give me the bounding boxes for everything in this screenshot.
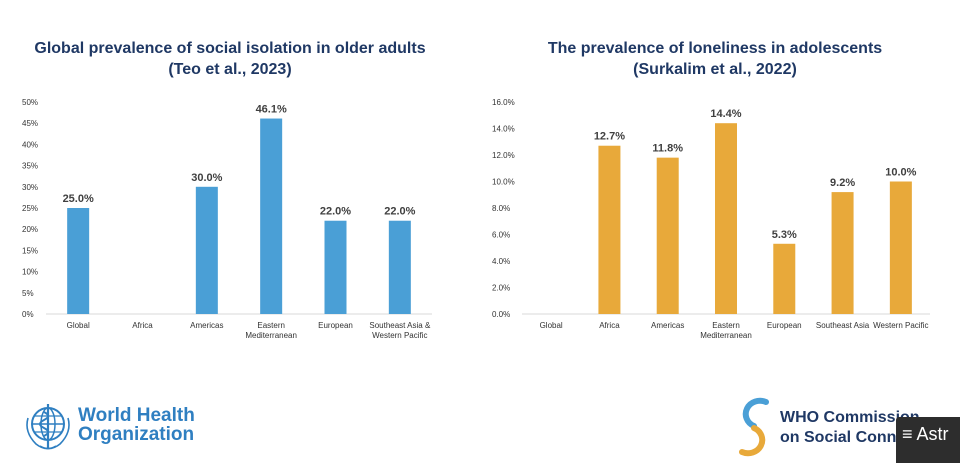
bar xyxy=(715,123,737,314)
y-tick-label: 30% xyxy=(22,183,38,192)
y-tick-label: 0% xyxy=(22,310,34,319)
left-chart-title-main: Global prevalence of social isolation in… xyxy=(34,40,426,57)
overlay-menu-label: ≡ Astr xyxy=(902,424,949,444)
y-tick-label: 5% xyxy=(22,289,34,298)
y-tick-label: 12.0% xyxy=(492,151,515,160)
y-tick-label: 0.0% xyxy=(492,310,510,319)
data-label: 25.0% xyxy=(63,193,94,205)
left-bar-chart: 0% 5% 10% 15% 20% 25% 30% 35% 40% 45% 50% 25.0% Glob… xyxy=(22,98,432,340)
y-tick-label: 4.0% xyxy=(492,257,510,266)
x-tick-label: Mediterranean xyxy=(245,331,297,340)
x-tick-label: Eastern xyxy=(712,321,740,330)
bar xyxy=(67,208,90,314)
y-tick-label: 16.0% xyxy=(492,98,515,107)
who-logo-line2: Organization xyxy=(78,424,195,445)
data-label: 46.1% xyxy=(256,104,287,116)
x-tick-label: Africa xyxy=(599,321,620,330)
y-tick-label: 6.0% xyxy=(492,231,510,240)
who-logo-line1: World Health xyxy=(78,405,195,426)
who-logo-text: World Health Organization xyxy=(78,406,195,444)
x-tick-label: European xyxy=(767,321,802,330)
commission-logo: WHO Commission on Social Conne xyxy=(732,392,960,463)
commission-emblem-icon xyxy=(739,397,769,457)
left-chart-subtitle: (Teo et al., 2023) xyxy=(168,61,292,78)
data-label: 11.8% xyxy=(652,143,683,155)
y-tick-label: 15% xyxy=(22,246,38,255)
y-tick-label: 40% xyxy=(22,140,38,149)
x-tick-label: Eastern xyxy=(257,321,285,330)
y-tick-label: 35% xyxy=(22,162,38,171)
bar xyxy=(195,186,218,314)
data-label: 5.3% xyxy=(772,229,797,241)
bar xyxy=(324,220,347,314)
data-label: 10.0% xyxy=(885,167,916,179)
y-tick-label: 2.0% xyxy=(492,284,510,293)
right-chart-title-main: The prevalence of loneliness in adolesce… xyxy=(547,40,883,57)
data-label: 12.7% xyxy=(594,131,625,143)
x-tick-label: Southeast Asia xyxy=(816,321,870,330)
commission-line1: WHO Commission xyxy=(780,409,920,426)
bar xyxy=(831,192,854,314)
x-tick-label: Global xyxy=(67,321,90,330)
right-bar-chart: 0.0% 2.0% 4.0% 6.0% 8.0% 10.0% 12.0% 14.0% 16.0%… xyxy=(492,98,930,340)
bar xyxy=(889,181,912,314)
x-tick-label: European xyxy=(318,321,353,330)
y-tick-label: 50% xyxy=(22,98,38,107)
x-tick-label: Western Pacific xyxy=(372,331,427,340)
data-label: 22.0% xyxy=(320,206,351,218)
bar xyxy=(260,118,283,314)
x-tick-label: Americas xyxy=(190,321,223,330)
y-tick-label: 45% xyxy=(22,119,38,128)
data-label: 22.0% xyxy=(384,206,415,218)
who-emblem-icon xyxy=(26,404,70,450)
right-chart-subtitle: (Surkalim et al., 2022) xyxy=(633,61,797,78)
y-tick-label: 10% xyxy=(22,268,38,277)
bar xyxy=(598,145,621,314)
x-tick-label: Americas xyxy=(651,321,684,330)
data-label: 14.4% xyxy=(710,108,741,120)
data-label: 30.0% xyxy=(191,172,222,184)
data-label: 9.2% xyxy=(830,177,855,189)
x-tick-label: Southeast Asia & xyxy=(369,321,431,330)
x-tick-label: Mediterranean xyxy=(700,331,752,340)
right-chart-title: The prevalence of loneliness in adolesce… xyxy=(485,38,945,80)
bar xyxy=(656,157,679,314)
bar xyxy=(388,220,411,314)
left-chart-title: Global prevalence of social isolation in… xyxy=(0,38,460,80)
y-tick-label: 10.0% xyxy=(492,178,515,187)
who-logo xyxy=(20,398,200,453)
bar xyxy=(773,243,796,314)
overlay-menu-tab[interactable]: ≡ Astr xyxy=(896,417,960,463)
y-tick-label: 20% xyxy=(22,225,38,234)
commission-line2: on Social Conne xyxy=(780,429,906,446)
x-tick-label: Western Pacific xyxy=(873,321,928,330)
x-tick-label: Africa xyxy=(132,321,153,330)
x-tick-label: Global xyxy=(540,321,563,330)
y-tick-label: 14.0% xyxy=(492,125,515,134)
y-tick-label: 25% xyxy=(22,204,38,213)
y-tick-label: 8.0% xyxy=(492,204,510,213)
